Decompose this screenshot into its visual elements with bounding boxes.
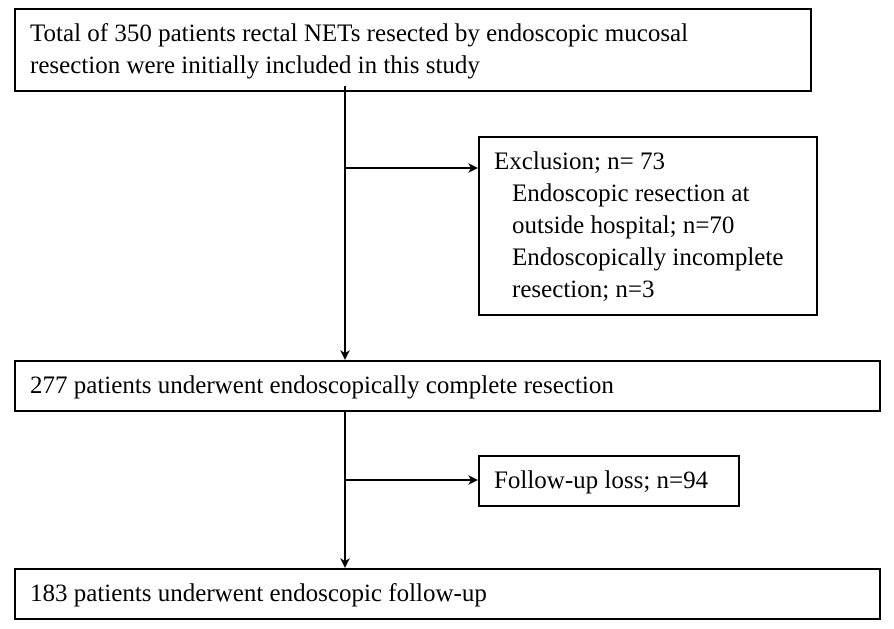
initial-line1: Total of 350 patients rectal NETs resect… bbox=[30, 18, 796, 50]
exclusion-item1a: Endoscopic resection at bbox=[494, 178, 802, 210]
exclusion-item2a: Endoscopically incomplete bbox=[494, 242, 802, 274]
flow-box-loss: Follow-up loss; n=94 bbox=[478, 455, 740, 507]
exclusion-title: Exclusion; n= 73 bbox=[494, 146, 802, 178]
complete-text: 277 patients underwent endoscopically co… bbox=[30, 370, 865, 402]
flow-box-initial: Total of 350 patients rectal NETs resect… bbox=[14, 8, 812, 92]
flow-box-followup: 183 patients underwent endoscopic follow… bbox=[14, 568, 881, 620]
initial-line2: resection were initially included in thi… bbox=[30, 50, 796, 82]
exclusion-item2b: resection; n=3 bbox=[494, 274, 802, 306]
followup-text: 183 patients underwent endoscopic follow… bbox=[30, 578, 865, 610]
exclusion-item1b: outside hospital; n=70 bbox=[494, 210, 802, 242]
loss-text: Follow-up loss; n=94 bbox=[494, 465, 724, 497]
flow-box-exclusion: Exclusion; n= 73 Endoscopic resection at… bbox=[478, 136, 818, 316]
flow-box-complete: 277 patients underwent endoscopically co… bbox=[14, 360, 881, 412]
